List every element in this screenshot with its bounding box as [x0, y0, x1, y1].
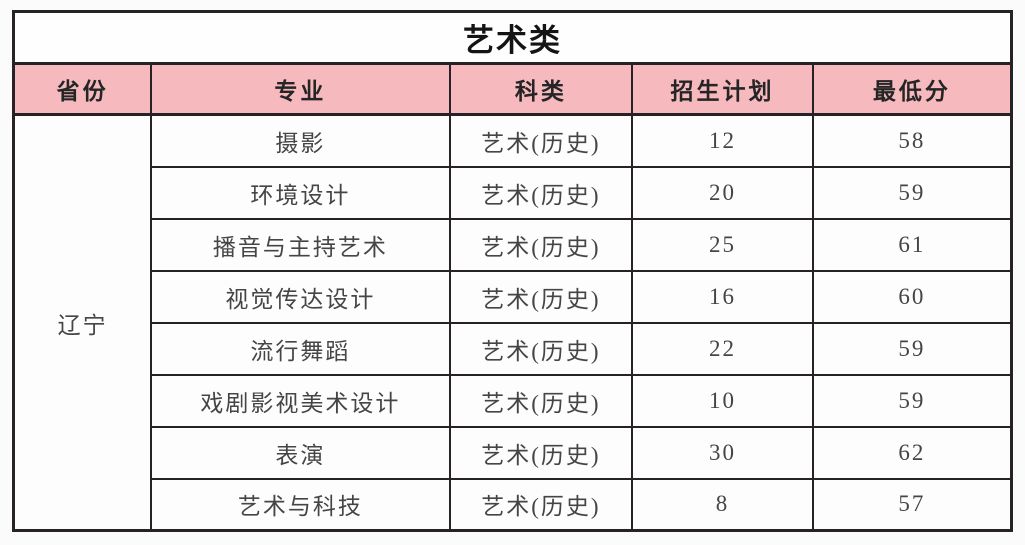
plan-cell: 12: [631, 113, 814, 168]
min-score-cell: 62: [811, 425, 1013, 480]
category-cell: 艺术(历史): [448, 269, 634, 324]
min-score-cell: 58: [811, 113, 1013, 168]
category-cell: 艺术(历史): [448, 113, 634, 168]
table-row: 播音与主持艺术 艺术(历史) 25 61: [14, 217, 1013, 272]
column-header-province: 省份: [12, 62, 153, 116]
category-cell: 艺术(历史): [448, 373, 634, 428]
plan-cell: 8: [631, 477, 814, 532]
major-cell: 艺术与科技: [150, 477, 451, 532]
plan-cell: 22: [631, 321, 814, 376]
table-header-row: 省份 专业 科类 招生计划 最低分: [12, 62, 1013, 116]
min-score-cell: 60: [811, 269, 1013, 324]
min-score-cell: 57: [811, 477, 1013, 532]
major-cell: 播音与主持艺术: [150, 217, 451, 272]
table-row: 艺术与科技 艺术(历史) 8 57: [14, 477, 1013, 532]
category-cell: 艺术(历史): [448, 165, 634, 220]
column-header-plan: 招生计划: [631, 62, 814, 116]
major-cell: 戏剧影视美术设计: [150, 373, 451, 428]
column-header-min-score: 最低分: [811, 62, 1013, 116]
major-cell: 视觉传达设计: [150, 269, 451, 324]
table-row: 表演 艺术(历史) 30 62: [14, 425, 1013, 480]
major-cell: 摄影: [150, 113, 451, 168]
min-score-cell: 61: [811, 217, 1013, 272]
column-header-category: 科类: [448, 62, 634, 116]
plan-cell: 10: [631, 373, 814, 428]
table-title: 艺术类: [12, 10, 1013, 65]
major-cell: 流行舞蹈: [150, 321, 451, 376]
min-score-cell: 59: [811, 373, 1013, 428]
category-cell: 艺术(历史): [448, 477, 634, 532]
plan-cell: 20: [631, 165, 814, 220]
table-row: 视觉传达设计 艺术(历史) 16 60: [14, 269, 1013, 324]
category-cell: 艺术(历史): [448, 321, 634, 376]
column-header-major: 专业: [150, 62, 451, 116]
province-cell: 辽宁: [12, 113, 153, 532]
min-score-cell: 59: [811, 321, 1013, 376]
plan-cell: 25: [631, 217, 814, 272]
major-cell: 环境设计: [150, 165, 451, 220]
plan-cell: 30: [631, 425, 814, 480]
min-score-cell: 59: [811, 165, 1013, 220]
plan-cell: 16: [631, 269, 814, 324]
category-cell: 艺术(历史): [448, 425, 634, 480]
table-row: 环境设计 艺术(历史) 20 59: [14, 165, 1013, 220]
table-row: 戏剧影视美术设计 艺术(历史) 10 59: [14, 373, 1013, 428]
table-title-row: 艺术类: [12, 10, 1013, 65]
admission-score-table: 艺术类 省份 专业 科类 招生计划 最低分 辽宁 摄影 艺术(历史) 12 58…: [12, 10, 1013, 532]
category-cell: 艺术(历史): [448, 217, 634, 272]
table-row: 流行舞蹈 艺术(历史) 22 59: [14, 321, 1013, 376]
table-row: 辽宁 摄影 艺术(历史) 12 58: [12, 113, 1013, 532]
major-cell: 表演: [150, 425, 451, 480]
